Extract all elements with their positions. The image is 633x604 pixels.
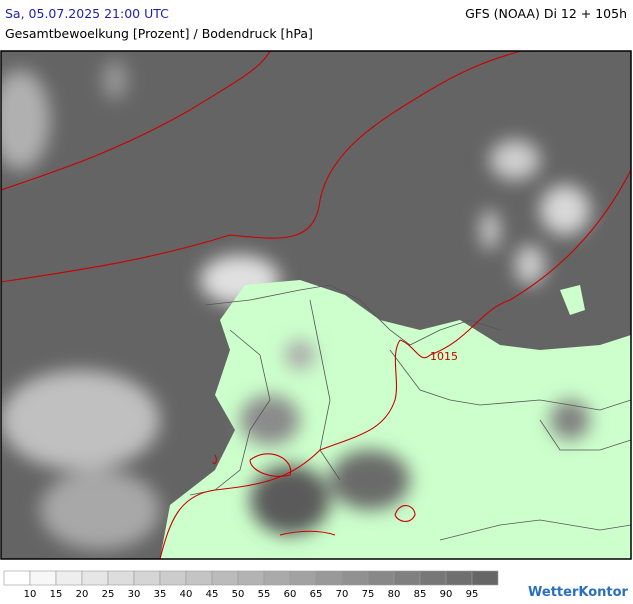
legend-label: 55 bbox=[258, 589, 271, 600]
legend-swatch bbox=[419, 570, 447, 586]
legend-label: 25 bbox=[102, 589, 115, 600]
legend-label: 60 bbox=[284, 589, 297, 600]
legend-swatch bbox=[133, 570, 161, 586]
legend-label: 65 bbox=[310, 589, 323, 600]
legend-label: 85 bbox=[414, 589, 427, 600]
legend-swatch bbox=[263, 570, 291, 586]
legend-swatch bbox=[29, 570, 57, 586]
legend-swatch bbox=[107, 570, 135, 586]
legend-label: 20 bbox=[76, 589, 89, 600]
datetime: Sa, 05.07.2025 21:00 UTC bbox=[5, 6, 169, 21]
legend-swatch bbox=[211, 570, 239, 586]
legend-swatch bbox=[393, 570, 421, 586]
cloud-dark-areas bbox=[240, 340, 590, 535]
legend-label: 50 bbox=[232, 589, 245, 600]
subtitle: Gesamtbewoelkung [Prozent] / Bodendruck … bbox=[5, 26, 313, 41]
legend-label: 90 bbox=[440, 589, 453, 600]
clear-sky-area bbox=[560, 285, 585, 315]
legend-label: 35 bbox=[154, 589, 167, 600]
legend-swatch bbox=[471, 570, 499, 586]
model-run: GFS (NOAA) Di 12 + 105h bbox=[465, 6, 627, 21]
legend-label: 70 bbox=[336, 589, 349, 600]
legend-label: 10 bbox=[24, 589, 37, 600]
legend-swatch bbox=[445, 570, 473, 586]
legend-label: 95 bbox=[466, 589, 479, 600]
legend-label: 30 bbox=[128, 589, 141, 600]
cloud-light-areas bbox=[1, 60, 631, 550]
brand: WetterKontor bbox=[528, 585, 629, 600]
legend-label: 40 bbox=[180, 589, 193, 600]
legend-label: 45 bbox=[206, 589, 219, 600]
legend-label: 15 bbox=[50, 589, 63, 600]
legend-swatch bbox=[237, 570, 265, 586]
legend-swatch bbox=[341, 570, 369, 586]
legend: 10 15 20 25 30 35 40 45 50 55 60 65 70 75 80 85 90 95 bbox=[3, 570, 499, 600]
map: 1015 bbox=[1, 51, 631, 559]
isobar-label: 1015 bbox=[430, 350, 458, 363]
legend-swatch bbox=[55, 570, 83, 586]
legend-swatch bbox=[367, 570, 395, 586]
legend-label: 75 bbox=[362, 589, 375, 600]
legend-label: 80 bbox=[388, 589, 401, 600]
legend-swatch bbox=[3, 570, 31, 586]
legend-swatch bbox=[159, 570, 187, 586]
isobars bbox=[1, 51, 631, 559]
map-frame bbox=[0, 50, 632, 560]
legend-swatch bbox=[81, 570, 109, 586]
legend-swatch bbox=[315, 570, 343, 586]
legend-swatch bbox=[289, 570, 317, 586]
legend-swatch bbox=[185, 570, 213, 586]
